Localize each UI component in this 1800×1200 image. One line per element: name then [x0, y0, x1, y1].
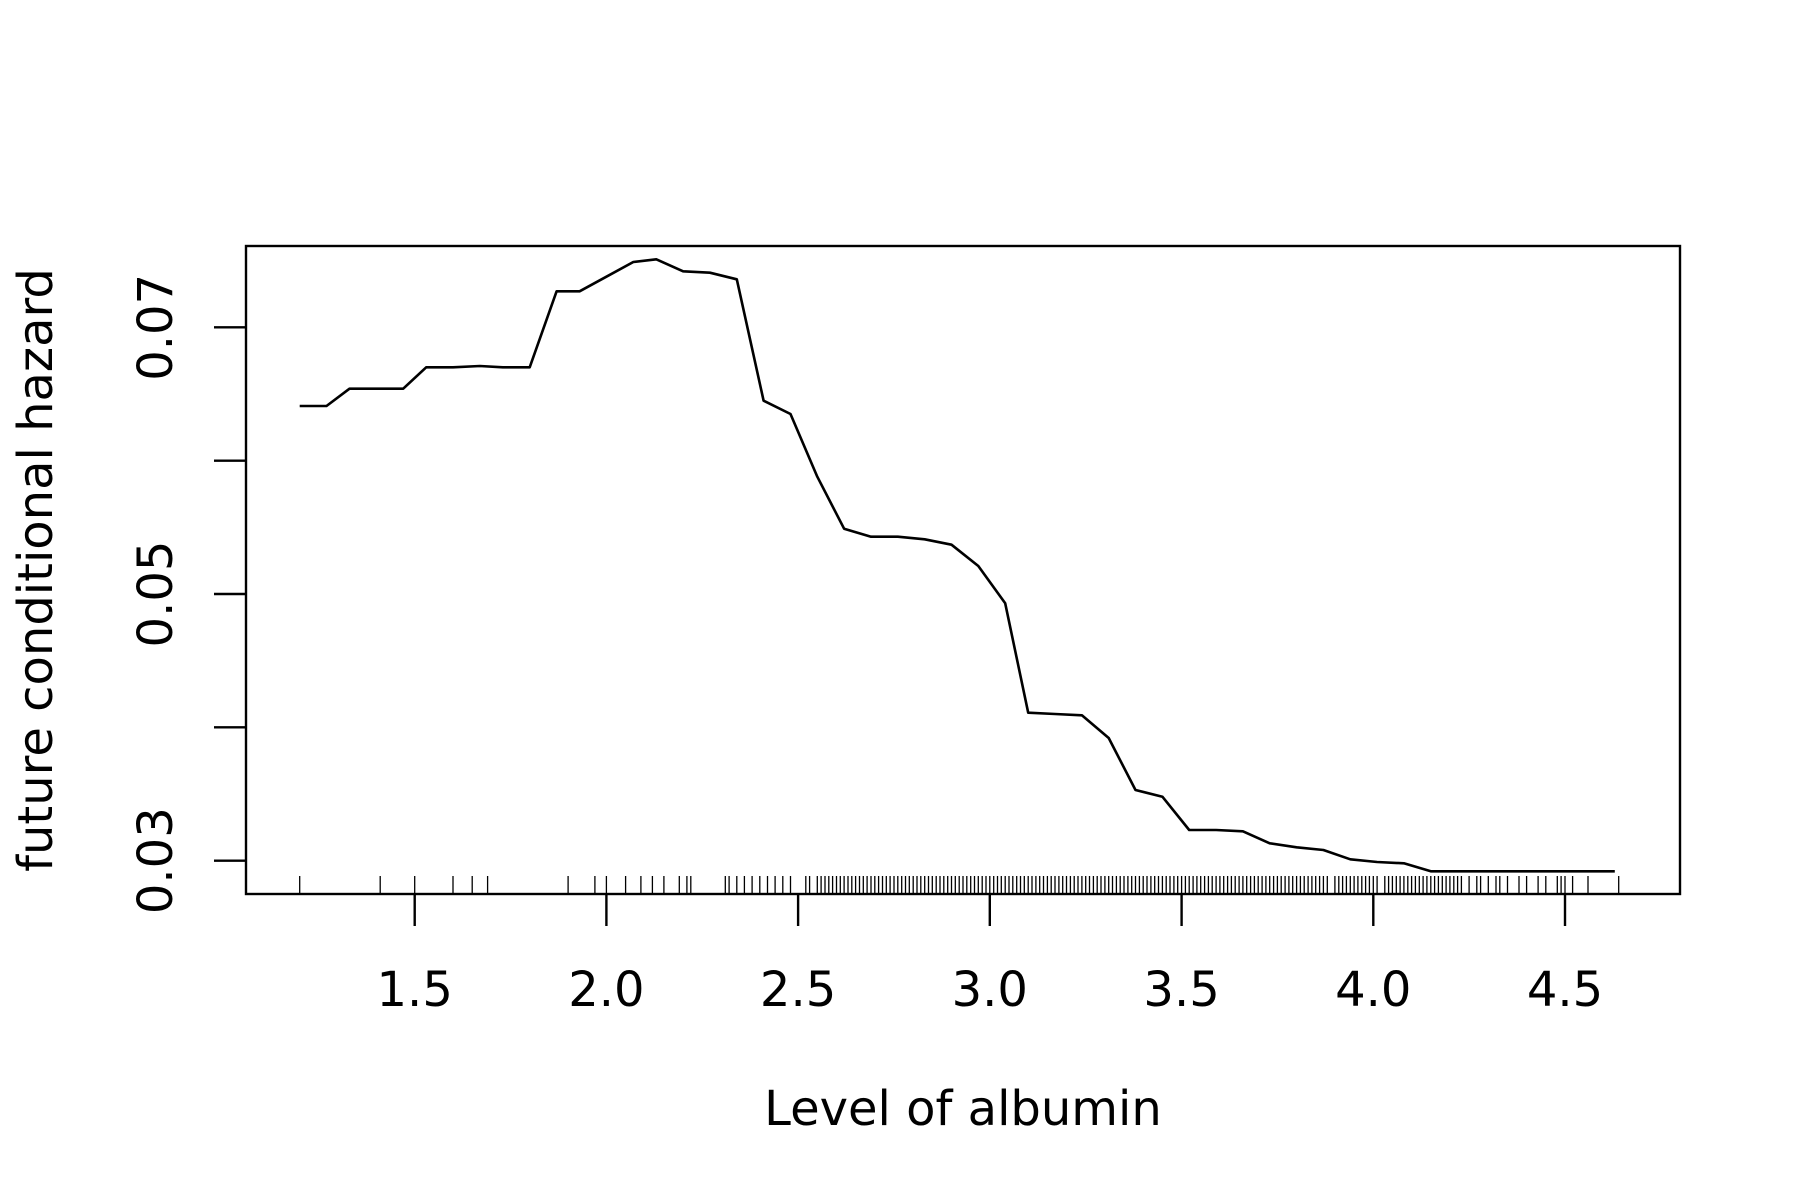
x-axis: 1.5 2.0 2.5 3.0 3.5 4.0 4.5	[377, 894, 1603, 1018]
y-tick-label: 0.03	[128, 807, 184, 914]
x-tick-label: 1.5	[377, 962, 453, 1018]
y-axis-label: future conditional hazard	[8, 268, 64, 872]
x-tick-label: 3.0	[952, 962, 1028, 1018]
x-tick-label: 4.0	[1335, 962, 1411, 1018]
y-tick-label: 0.05	[128, 541, 184, 648]
x-tick-label: 2.0	[568, 962, 644, 1018]
x-tick-label: 3.5	[1143, 962, 1219, 1018]
x-axis-label: Level of albumin	[764, 1081, 1162, 1137]
y-axis: 0.03 0.05 0.07	[128, 274, 246, 914]
y-tick-label: 0.07	[128, 274, 184, 381]
x-tick-label: 2.5	[760, 962, 836, 1018]
plot-frame	[244, 244, 1682, 896]
x-tick-label: 4.5	[1527, 962, 1603, 1018]
rug-marks	[299, 876, 1620, 894]
series-layer	[299, 257, 1615, 873]
series-line-0	[299, 257, 1615, 873]
